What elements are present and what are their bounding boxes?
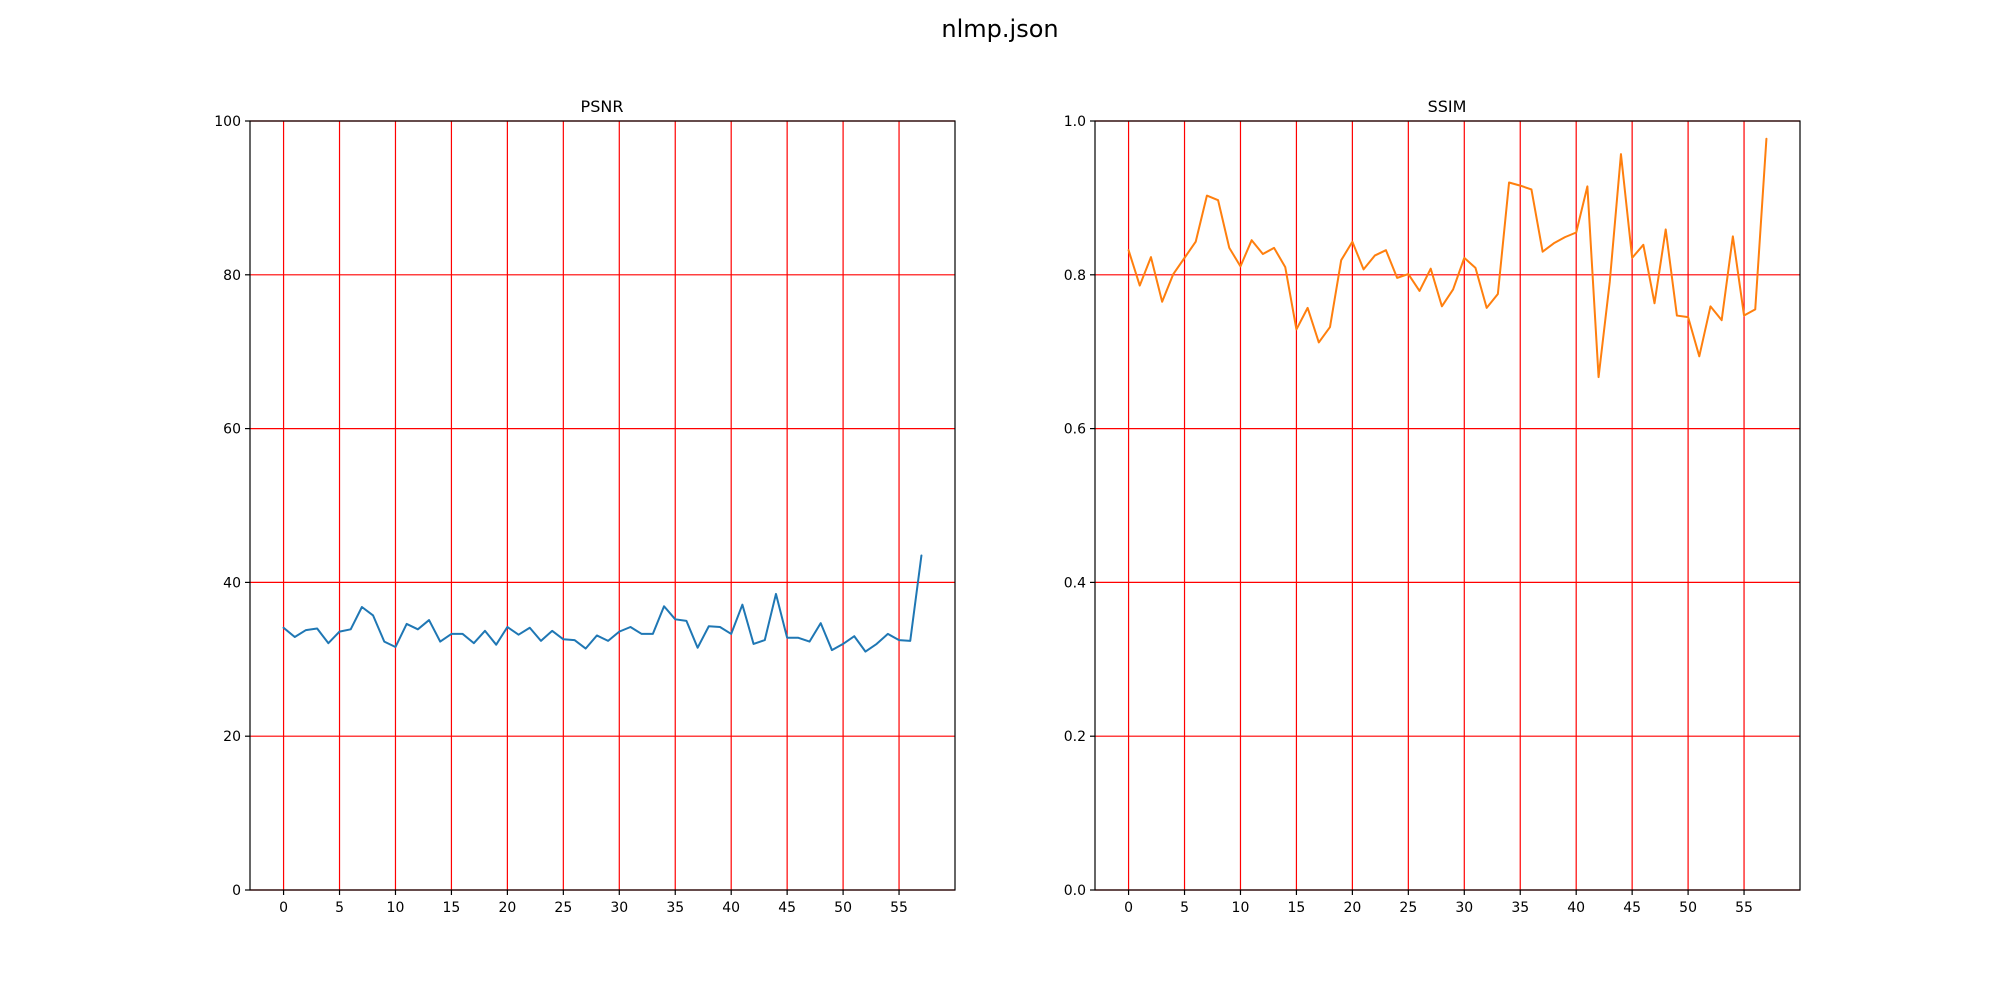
- ssim-axes-frame: [1094, 120, 1801, 891]
- ssim-xtick-label-4: 20: [1343, 900, 1361, 916]
- ssim-ytick-label-2: 0.4: [1064, 575, 1086, 591]
- psnr-xtick-label-1: 5: [335, 900, 344, 916]
- ssim-chart: SSIM 0 5 10 15 20 25 30 35 40 45 50 55 0.0 0.2 0.4 0.6 0…: [1064, 97, 1801, 916]
- psnr-xtick-label-7: 35: [666, 900, 684, 916]
- ssim-xtick-label-7: 35: [1511, 900, 1529, 916]
- psnr-xtick-label-10: 50: [834, 900, 852, 916]
- ssim-xtick-label-11: 55: [1735, 900, 1753, 916]
- ssim-xtick-label-0: 0: [1124, 900, 1133, 916]
- psnr-title: PSNR: [581, 97, 624, 116]
- psnr-xtick-label-6: 30: [610, 900, 628, 916]
- psnr-xtick-label-4: 20: [498, 900, 516, 916]
- ssim-ytick-label-1: 0.2: [1064, 729, 1086, 745]
- psnr-xtick-label-3: 15: [443, 900, 461, 916]
- ssim-xtick-label-2: 10: [1232, 900, 1250, 916]
- ssim-ytick-label-3: 0.6: [1064, 422, 1086, 438]
- psnr-ytick-label-0: 0: [232, 883, 241, 899]
- psnr-xtick-label-9: 45: [778, 900, 796, 916]
- psnr-xtick-label-5: 25: [554, 900, 572, 916]
- psnr-ytick-label-3: 60: [223, 422, 241, 438]
- psnr-xtick-label-11: 55: [890, 900, 908, 916]
- ssim-title: SSIM: [1428, 97, 1467, 116]
- psnr-ytick-label-1: 20: [223, 729, 241, 745]
- psnr-xtick-label-0: 0: [279, 900, 288, 916]
- ssim-xtick-label-6: 30: [1455, 900, 1473, 916]
- ssim-ytick-label-4: 0.8: [1064, 268, 1086, 284]
- ssim-series-line-0: [1127, 137, 1768, 379]
- psnr-axes-frame: [249, 120, 956, 891]
- ssim-xtick-label-5: 25: [1399, 900, 1417, 916]
- figure-title: nlmp.json: [941, 15, 1058, 43]
- ssim-xtick-label-8: 40: [1567, 900, 1585, 916]
- psnr-ytick-label-5: 100: [214, 114, 241, 130]
- ssim-xtick-label-1: 5: [1180, 900, 1189, 916]
- psnr-ytick-label-2: 40: [223, 575, 241, 591]
- ssim-xtick-label-9: 45: [1623, 900, 1641, 916]
- ssim-ytick-label-5: 1.0: [1064, 114, 1086, 130]
- psnr-chart: PSNR 0 5 10 15 20 25 30 35 40 45 50 55 0 20 40 60 80 100: [214, 97, 956, 916]
- ssim-xtick-label-3: 15: [1288, 900, 1306, 916]
- ssim-ytick-label-0: 0.0: [1064, 883, 1086, 899]
- psnr-ytick-label-4: 80: [223, 268, 241, 284]
- ssim-xtick-label-10: 50: [1679, 900, 1697, 916]
- psnr-xtick-label-2: 10: [387, 900, 405, 916]
- psnr-xtick-label-8: 40: [722, 900, 740, 916]
- psnr-series-line-0: [282, 554, 923, 653]
